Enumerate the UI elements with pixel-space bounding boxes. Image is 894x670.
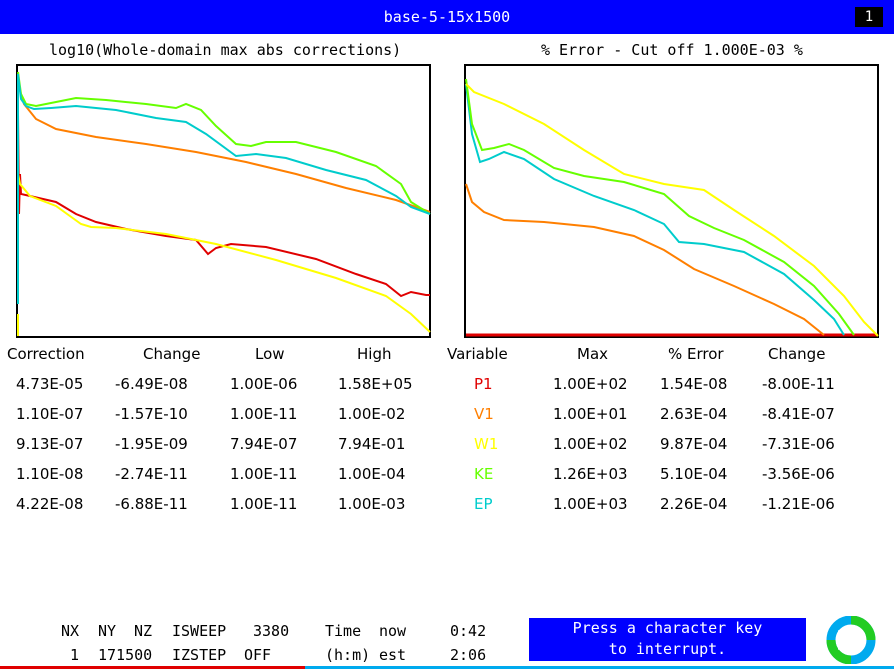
header-var-change: Change <box>768 345 826 363</box>
variable-table: Variable Max % Error Change P1 1.00E+02 … <box>440 344 894 524</box>
table-cell: -7.31E-06 <box>762 435 835 453</box>
variable-name-w1: W1 <box>474 435 499 453</box>
table-cell: 4.73E-05 <box>16 375 84 393</box>
table-cell: 2.26E-04 <box>660 495 728 513</box>
table-cell: 1.58E+05 <box>338 375 413 393</box>
table-cell: 7.94E-01 <box>338 435 406 453</box>
right-plot-title: % Error - Cut off 1.000E-03 % <box>541 41 803 59</box>
header-low: Low <box>255 345 285 363</box>
window-title: base-5-15x1500 <box>383 8 511 26</box>
header-change: Change <box>143 345 201 363</box>
header-high: High <box>357 345 392 363</box>
table-cell: -3.56E-06 <box>762 465 835 483</box>
table-cell: 2.63E-04 <box>660 405 728 423</box>
title-bar: base-5-15x1500 1 <box>0 0 894 34</box>
table-cell: 1.26E+03 <box>553 465 628 483</box>
table-cell: -8.00E-11 <box>762 375 835 393</box>
table-cell: 1.00E+03 <box>553 495 628 513</box>
table-cell: 1.00E-03 <box>338 495 406 513</box>
table-cell: 7.94E-07 <box>230 435 298 453</box>
status-value-ny: 171500 <box>98 646 153 664</box>
interrupt-message: Press a character key to interrupt. <box>529 618 806 661</box>
table-cell: -6.88E-11 <box>115 495 188 513</box>
table-cell: 9.87E-04 <box>660 435 728 453</box>
status-label-isweep: ISWEEP <box>172 622 227 640</box>
table-cell: -6.49E-08 <box>115 375 188 393</box>
status-value-est: 2:06 <box>450 646 487 664</box>
variable-name-p1: P1 <box>474 375 493 393</box>
table-cell: 1.00E+02 <box>553 435 628 453</box>
status-value-now: 0:42 <box>450 622 487 640</box>
bottom-divider-blue <box>305 666 894 669</box>
status-label-izstep: IZSTEP <box>172 646 227 664</box>
header-variable: Variable <box>447 345 508 363</box>
table-cell: -8.41E-07 <box>762 405 835 423</box>
table-cell: -1.57E-10 <box>115 405 188 423</box>
interrupt-line-2: to interrupt. <box>608 640 727 658</box>
table-cell: 4.22E-08 <box>16 495 84 513</box>
table-cell: 1.00E-11 <box>230 405 298 423</box>
table-cell: -1.21E-06 <box>762 495 835 513</box>
status-label-nx: NX <box>61 622 80 640</box>
status-label-hm: (h:m) <box>325 646 371 664</box>
table-cell: 1.00E-11 <box>230 465 298 483</box>
status-value-isweep: 3380 <box>253 622 290 640</box>
table-cell: 1.00E+02 <box>553 375 628 393</box>
table-cell: 5.10E-04 <box>660 465 728 483</box>
table-cell: -2.74E-11 <box>115 465 188 483</box>
left-plot-title: log10(Whole-domain max abs corrections) <box>49 41 402 59</box>
status-label-ny: NY <box>98 622 117 640</box>
table-cell: 1.00E-06 <box>230 375 298 393</box>
status-label-est: est <box>379 646 407 664</box>
table-cell: 1.00E-02 <box>338 405 406 423</box>
table-cell: 1.00E+01 <box>553 405 628 423</box>
correction-table: Correction Change Low High 4.73E-05 -6.4… <box>0 344 440 524</box>
status-label-time: Time <box>325 622 362 640</box>
phoenics-logo-icon <box>826 616 876 664</box>
bottom-divider-red <box>0 666 305 669</box>
table-cell: 1.10E-07 <box>16 405 84 423</box>
variable-name-ke: KE <box>474 465 494 483</box>
status-label-now: now <box>379 622 407 640</box>
header-error: % Error <box>668 345 724 363</box>
variable-name-v1: V1 <box>474 405 494 423</box>
table-cell: 1.00E-04 <box>338 465 406 483</box>
header-correction: Correction <box>7 345 85 363</box>
window-number-badge: 1 <box>855 7 883 27</box>
variable-name-ep: EP <box>474 495 493 513</box>
table-cell: 9.13E-07 <box>16 435 84 453</box>
table-cell: -1.95E-09 <box>115 435 188 453</box>
interrupt-line-1: Press a character key <box>572 619 763 637</box>
corrections-plot <box>16 64 431 338</box>
corrections-curve-w1 <box>17 173 431 333</box>
status-label-nz: NZ <box>134 622 153 640</box>
status-value-nx: 1 <box>70 646 80 664</box>
status-value-izstep: OFF <box>244 646 272 664</box>
corrections-curve-p1 <box>17 113 430 298</box>
table-cell: 1.10E-08 <box>16 465 84 483</box>
table-cell: 1.54E-08 <box>660 375 728 393</box>
header-max: Max <box>577 345 609 363</box>
error-plot <box>464 64 879 338</box>
table-cell: 1.00E-11 <box>230 495 298 513</box>
